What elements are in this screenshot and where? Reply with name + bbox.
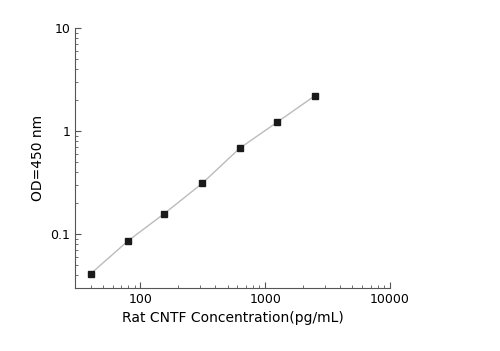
Y-axis label: OD=450 nm: OD=450 nm: [30, 115, 44, 201]
X-axis label: Rat CNTF Concentration(pg/mL): Rat CNTF Concentration(pg/mL): [122, 311, 344, 325]
